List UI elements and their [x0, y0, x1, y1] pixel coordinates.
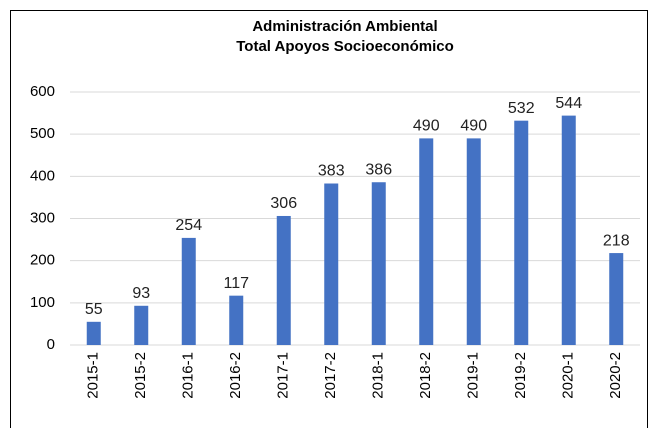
value-label: 218 [603, 232, 630, 249]
value-label: 383 [318, 163, 345, 180]
x-tick-label: 2018-2 [417, 352, 434, 399]
bar [181, 237, 196, 345]
value-label: 117 [223, 275, 249, 292]
y-tick-label: 100 [30, 294, 55, 311]
x-tick-label: 2017-1 [275, 352, 292, 399]
x-tick-label: 2015-1 [85, 352, 102, 399]
value-label: 532 [508, 100, 535, 117]
y-tick-label: 400 [30, 167, 55, 184]
x-tick-label: 2015-2 [132, 352, 149, 399]
bar [276, 215, 291, 345]
chart-title: Administración Ambiental [252, 18, 437, 35]
bar [229, 295, 244, 345]
bar [324, 183, 339, 345]
value-label: 490 [460, 118, 487, 135]
chart-title: Total Apoyos Socioeconómico [236, 38, 454, 55]
value-label: 386 [365, 161, 392, 178]
value-label: 93 [132, 285, 150, 302]
bar [561, 115, 576, 345]
bar [419, 138, 434, 345]
bar [514, 120, 529, 345]
value-label: 254 [175, 217, 202, 234]
value-label: 544 [555, 95, 582, 112]
y-tick-label: 0 [47, 336, 55, 353]
y-tick-label: 600 [30, 83, 55, 100]
y-tick-label: 200 [30, 252, 55, 269]
bar [466, 138, 481, 345]
value-label: 490 [413, 118, 440, 135]
x-tick-label: 2017-2 [322, 352, 339, 399]
value-label: 306 [270, 195, 297, 212]
bar [134, 305, 149, 345]
x-tick-label: 2016-1 [180, 352, 197, 399]
y-tick-label: 500 [30, 125, 55, 142]
x-tick-label: 2016-2 [227, 352, 244, 399]
bar [86, 321, 101, 345]
y-tick-label: 300 [30, 209, 55, 226]
x-tick-label: 2019-1 [465, 352, 482, 399]
x-tick-label: 2020-2 [607, 352, 624, 399]
bar [609, 253, 624, 345]
x-tick-label: 2019-2 [512, 352, 529, 399]
x-tick-label: 2020-1 [560, 352, 577, 399]
x-tick-label: 2018-1 [370, 352, 387, 399]
value-label: 55 [85, 301, 103, 318]
bar [371, 182, 386, 345]
